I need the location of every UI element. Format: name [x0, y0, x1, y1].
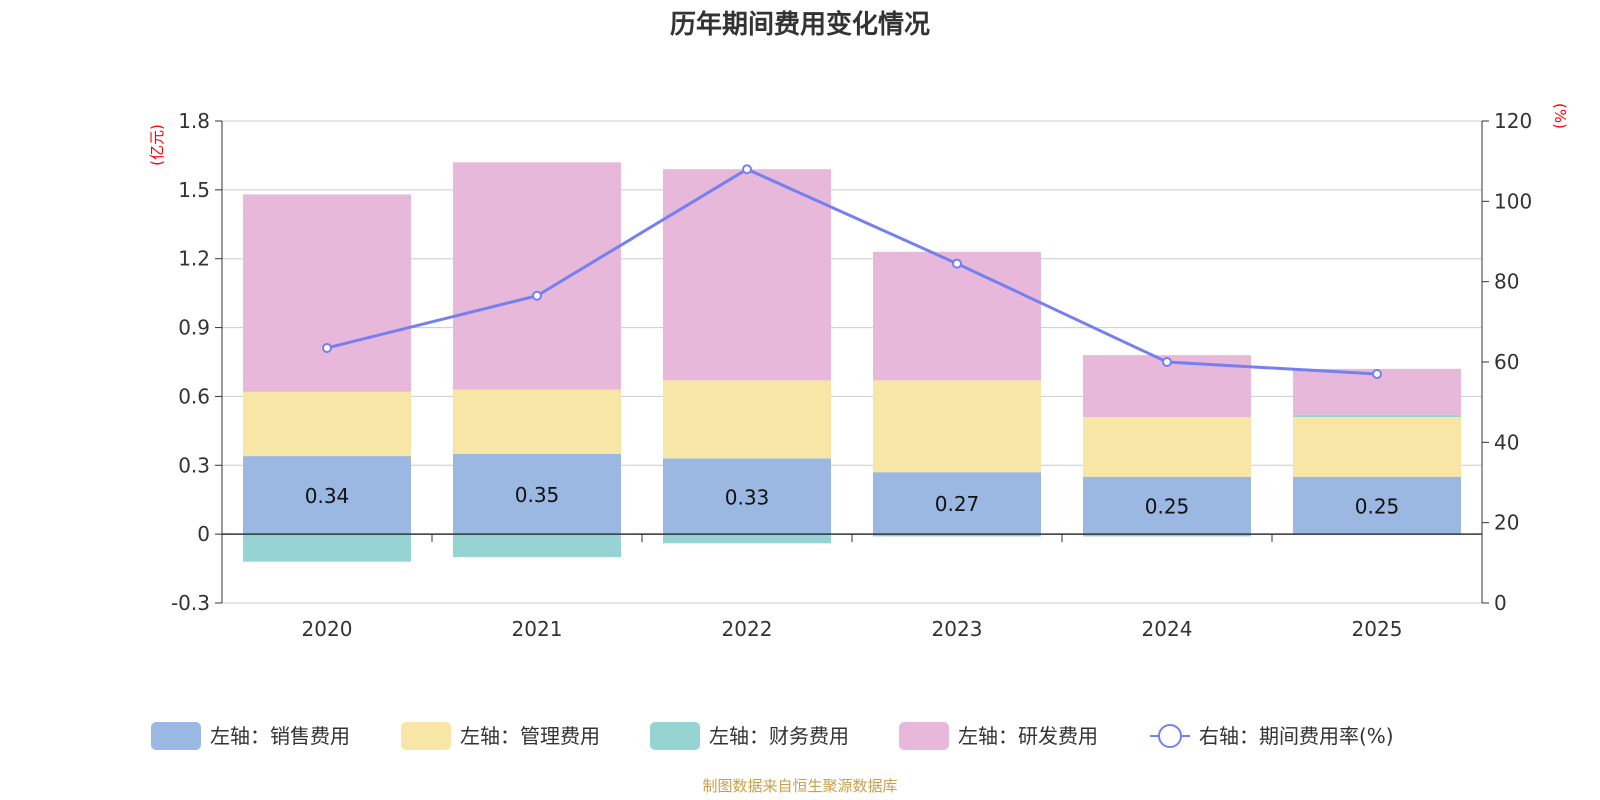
legend-label: 右轴：期间费用率(%) [1199, 724, 1394, 748]
left-axis-tick-label: 1.2 [178, 247, 210, 271]
right-axis-unit: (%) [1551, 103, 1569, 129]
x-axis-tick-label: 2024 [1142, 617, 1193, 641]
bar-rnd-2022 [663, 169, 831, 381]
legend-line-marker [1158, 724, 1182, 748]
left-axis-tick-label: 1.8 [178, 109, 210, 133]
data-label-sales: 0.25 [1355, 494, 1400, 518]
rate-line [322, 164, 1382, 380]
rate-point [742, 164, 752, 175]
legend-swatch [401, 722, 451, 750]
rate-point [322, 342, 332, 353]
gridlines [222, 120, 1482, 604]
bar-finance-2024 [1083, 534, 1251, 537]
bar-admin-2024 [1083, 417, 1251, 477]
x-axis-tick-label: 2022 [722, 617, 773, 641]
legend-label: 左轴：研发费用 [958, 724, 1098, 748]
left-axis-tick-label: 1.5 [178, 178, 210, 202]
data-label-sales: 0.25 [1145, 494, 1190, 518]
bar-rnd-2020 [243, 194, 411, 392]
right-axis-tick-label: 20 [1494, 511, 1519, 535]
legend-label: 左轴：管理费用 [460, 724, 600, 748]
left-axis-tick-label: 0 [197, 522, 210, 546]
data-label-sales: 0.35 [515, 483, 560, 507]
bar-admin-2022 [663, 380, 831, 459]
x-axis-tick-label: 2025 [1352, 617, 1403, 641]
bar-sales-2025 [1293, 476, 1461, 535]
bar-rnd-2023 [873, 251, 1041, 381]
bars [243, 162, 1461, 562]
x-axis-tick-label: 2020 [302, 617, 353, 641]
legend: 左轴：销售费用 左轴：管理费用 左轴：财务费用 左轴：研发费用 右轴：期间费用率(%) [151, 722, 1394, 750]
data-label-sales: 0.27 [935, 492, 980, 516]
bar-sales-2023 [873, 472, 1041, 535]
bar-sales-2022 [663, 458, 831, 535]
left-axis-tick-label: 0.9 [178, 316, 210, 340]
bar-sales-2020 [243, 456, 411, 535]
bar-admin-2020 [243, 391, 411, 457]
bar-admin-2023 [873, 380, 1041, 473]
rate-point [1372, 369, 1382, 380]
bar-finance-2025 [1293, 414, 1461, 418]
right-axis-tick-label: 120 [1494, 109, 1532, 133]
bar-admin-2021 [453, 389, 621, 454]
right-axis-tick-label: 60 [1494, 350, 1519, 374]
data-label-sales: 0.33 [725, 485, 770, 509]
axes: -0.3 0 0.3 0.6 0.9 1.2 1.5 1.8 0 20 40 60 80 100 120 20… [171, 109, 1532, 641]
chart-title: 历年期间费用变化情况 [670, 9, 930, 40]
left-axis-tick-label: 0.3 [178, 453, 210, 477]
legend-swatch [899, 722, 949, 750]
right-axis-tick-label: 80 [1494, 270, 1519, 294]
bar-finance-2021 [453, 534, 621, 558]
rate-point [952, 258, 962, 269]
legend-swatch [151, 722, 201, 750]
legend-swatch [650, 722, 700, 750]
rate-line-path [326, 167, 1378, 376]
right-axis-tick-label: 100 [1494, 189, 1532, 213]
right-axis-tick-label: 40 [1494, 430, 1519, 454]
legend-label: 左轴：财务费用 [709, 724, 849, 748]
left-axis-tick-label: 0.6 [178, 384, 210, 408]
data-label-sales: 0.34 [305, 484, 350, 508]
bar-finance-2020 [243, 534, 411, 562]
bar-sales-2021 [453, 453, 621, 535]
bar-admin-2025 [1293, 417, 1461, 477]
left-axis-unit: (亿元) [148, 124, 166, 166]
bar-finance-2023 [873, 534, 1041, 537]
right-axis-tick-label: 0 [1494, 591, 1507, 615]
x-axis-tick-label: 2023 [932, 617, 983, 641]
bar-rnd-2021 [453, 162, 621, 390]
rate-point [532, 290, 542, 301]
legend-label: 左轴：销售费用 [210, 724, 350, 748]
source-note: 制图数据来自恒生聚源数据库 [702, 777, 897, 795]
left-axis-tick-label: -0.3 [171, 591, 210, 615]
rate-point [1162, 357, 1172, 367]
x-axis-tick-label: 2021 [512, 617, 563, 641]
data-labels: 0.34 0.35 0.33 0.27 0.25 0.25 [305, 483, 1400, 518]
bar-sales-2024 [1083, 476, 1251, 535]
bar-finance-2022 [663, 534, 831, 544]
